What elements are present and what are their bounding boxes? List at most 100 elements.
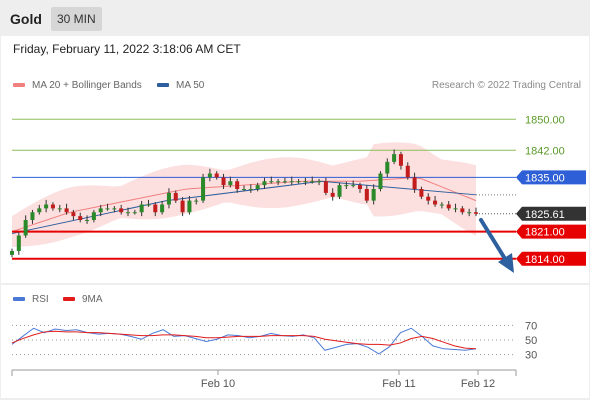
candle-body: [317, 181, 322, 183]
rsi-tick-label: 50: [525, 335, 537, 347]
candle-body: [166, 192, 171, 205]
candle-body: [276, 181, 281, 183]
candle-body: [241, 189, 247, 190]
candle-body: [78, 216, 83, 220]
legend-9ma: 9MA: [63, 294, 103, 305]
candle-body: [112, 208, 117, 210]
candle-body: [364, 189, 369, 201]
candle-body: [57, 208, 62, 210]
candle-body: [289, 181, 294, 183]
candle-body: [392, 154, 397, 162]
bollinger-band: [12, 142, 476, 248]
candle-body: [453, 208, 458, 210]
legend-label: 9MA: [82, 294, 103, 305]
candle-body: [467, 212, 472, 214]
price-label: 1825.61: [525, 209, 565, 221]
level-label: 1850.00: [525, 114, 565, 126]
candle-body: [187, 200, 192, 213]
rsi-tick-label: 70: [525, 320, 537, 332]
candle-body: [330, 192, 335, 197]
candle-body: [228, 181, 233, 186]
candle-body: [9, 251, 15, 255]
candle-body: [460, 208, 465, 213]
chart-datetime: Friday, February 11, 2022 3:18:06 AM CET: [13, 42, 241, 56]
candle-body: [398, 154, 403, 166]
legend-ma20-bollinger: MA 20 + Bollinger Bands: [13, 80, 142, 91]
candle-body: [132, 212, 137, 214]
ma9-swatch: [63, 297, 75, 302]
candle-body: [71, 212, 76, 217]
timeframe-badge[interactable]: 30 MIN: [51, 7, 102, 31]
rsi-9ma-line: [11, 330, 477, 350]
legend-label: MA 50: [176, 80, 205, 91]
candle-body: [426, 196, 431, 201]
level-tag: [516, 224, 586, 239]
candle-body: [269, 181, 274, 183]
candle-body: [105, 208, 110, 210]
candle-body: [323, 181, 328, 193]
candle-body: [446, 204, 451, 209]
candle-body: [50, 204, 55, 209]
rsi-tick-label: 30: [525, 350, 537, 362]
copyright-text: Research © 2022 Trading Central: [431, 80, 581, 91]
ma20-line: [11, 177, 477, 233]
candle-body: [419, 189, 424, 197]
legend-ma50: MA 50: [157, 80, 204, 91]
forecast-arrow-head: [498, 253, 514, 273]
level-tag: [516, 251, 586, 266]
candle-body: [16, 235, 21, 251]
candle-body: [201, 177, 206, 201]
candle-body: [473, 212, 479, 214]
x-tick-label: Feb 12: [461, 378, 495, 390]
level-label: 1821.00: [525, 227, 565, 239]
candle-body: [207, 173, 212, 178]
candle-body: [214, 173, 219, 178]
candle-body: [125, 212, 131, 214]
price-tag: [516, 206, 586, 221]
candle-body: [64, 208, 69, 213]
candle-body: [412, 177, 417, 189]
candle-body: [30, 212, 35, 220]
candle-body: [85, 220, 90, 221]
legend-rsi: RSI: [13, 294, 49, 305]
candle-body: [235, 181, 240, 189]
level-label: 1814.00: [525, 254, 565, 266]
candle-body: [44, 204, 49, 209]
instrument-title: Gold: [10, 11, 42, 27]
legend-label: MA 20 + Bollinger Bands: [32, 80, 142, 91]
level-tag: [516, 170, 586, 185]
candle-body: [310, 181, 315, 183]
candle-body: [282, 181, 287, 183]
level-label: 1842.00: [525, 145, 565, 157]
chart-header: Gold 30 MIN: [0, 0, 590, 36]
candle-body: [221, 177, 226, 186]
candle-body: [119, 208, 124, 213]
candle-body: [37, 208, 42, 213]
candle-body: [262, 181, 267, 186]
candle-body: [371, 189, 376, 201]
candle-body: [23, 220, 28, 236]
ma20-swatch: [13, 83, 25, 88]
candle-body: [91, 212, 96, 220]
candle-body: [296, 181, 301, 183]
candle-body: [146, 204, 151, 206]
candle-body: [153, 204, 158, 213]
forecast-arrow-shaft: [479, 218, 509, 264]
candle-body: [378, 173, 383, 189]
candle-body: [357, 185, 363, 189]
candle-body: [173, 192, 178, 201]
candle-body: [344, 185, 349, 187]
legend-label: RSI: [32, 294, 49, 305]
candle-body: [194, 200, 199, 202]
rsi-swatch: [13, 297, 25, 302]
candle-body: [439, 204, 444, 206]
candle-body: [303, 181, 308, 183]
candle-body: [255, 185, 260, 189]
candle-body: [337, 185, 342, 197]
candle-body: [139, 204, 144, 213]
candle-body: [248, 189, 253, 190]
candle-body: [351, 185, 356, 187]
x-tick-label: Feb 10: [201, 378, 235, 390]
x-tick-label: Feb 11: [382, 378, 415, 390]
